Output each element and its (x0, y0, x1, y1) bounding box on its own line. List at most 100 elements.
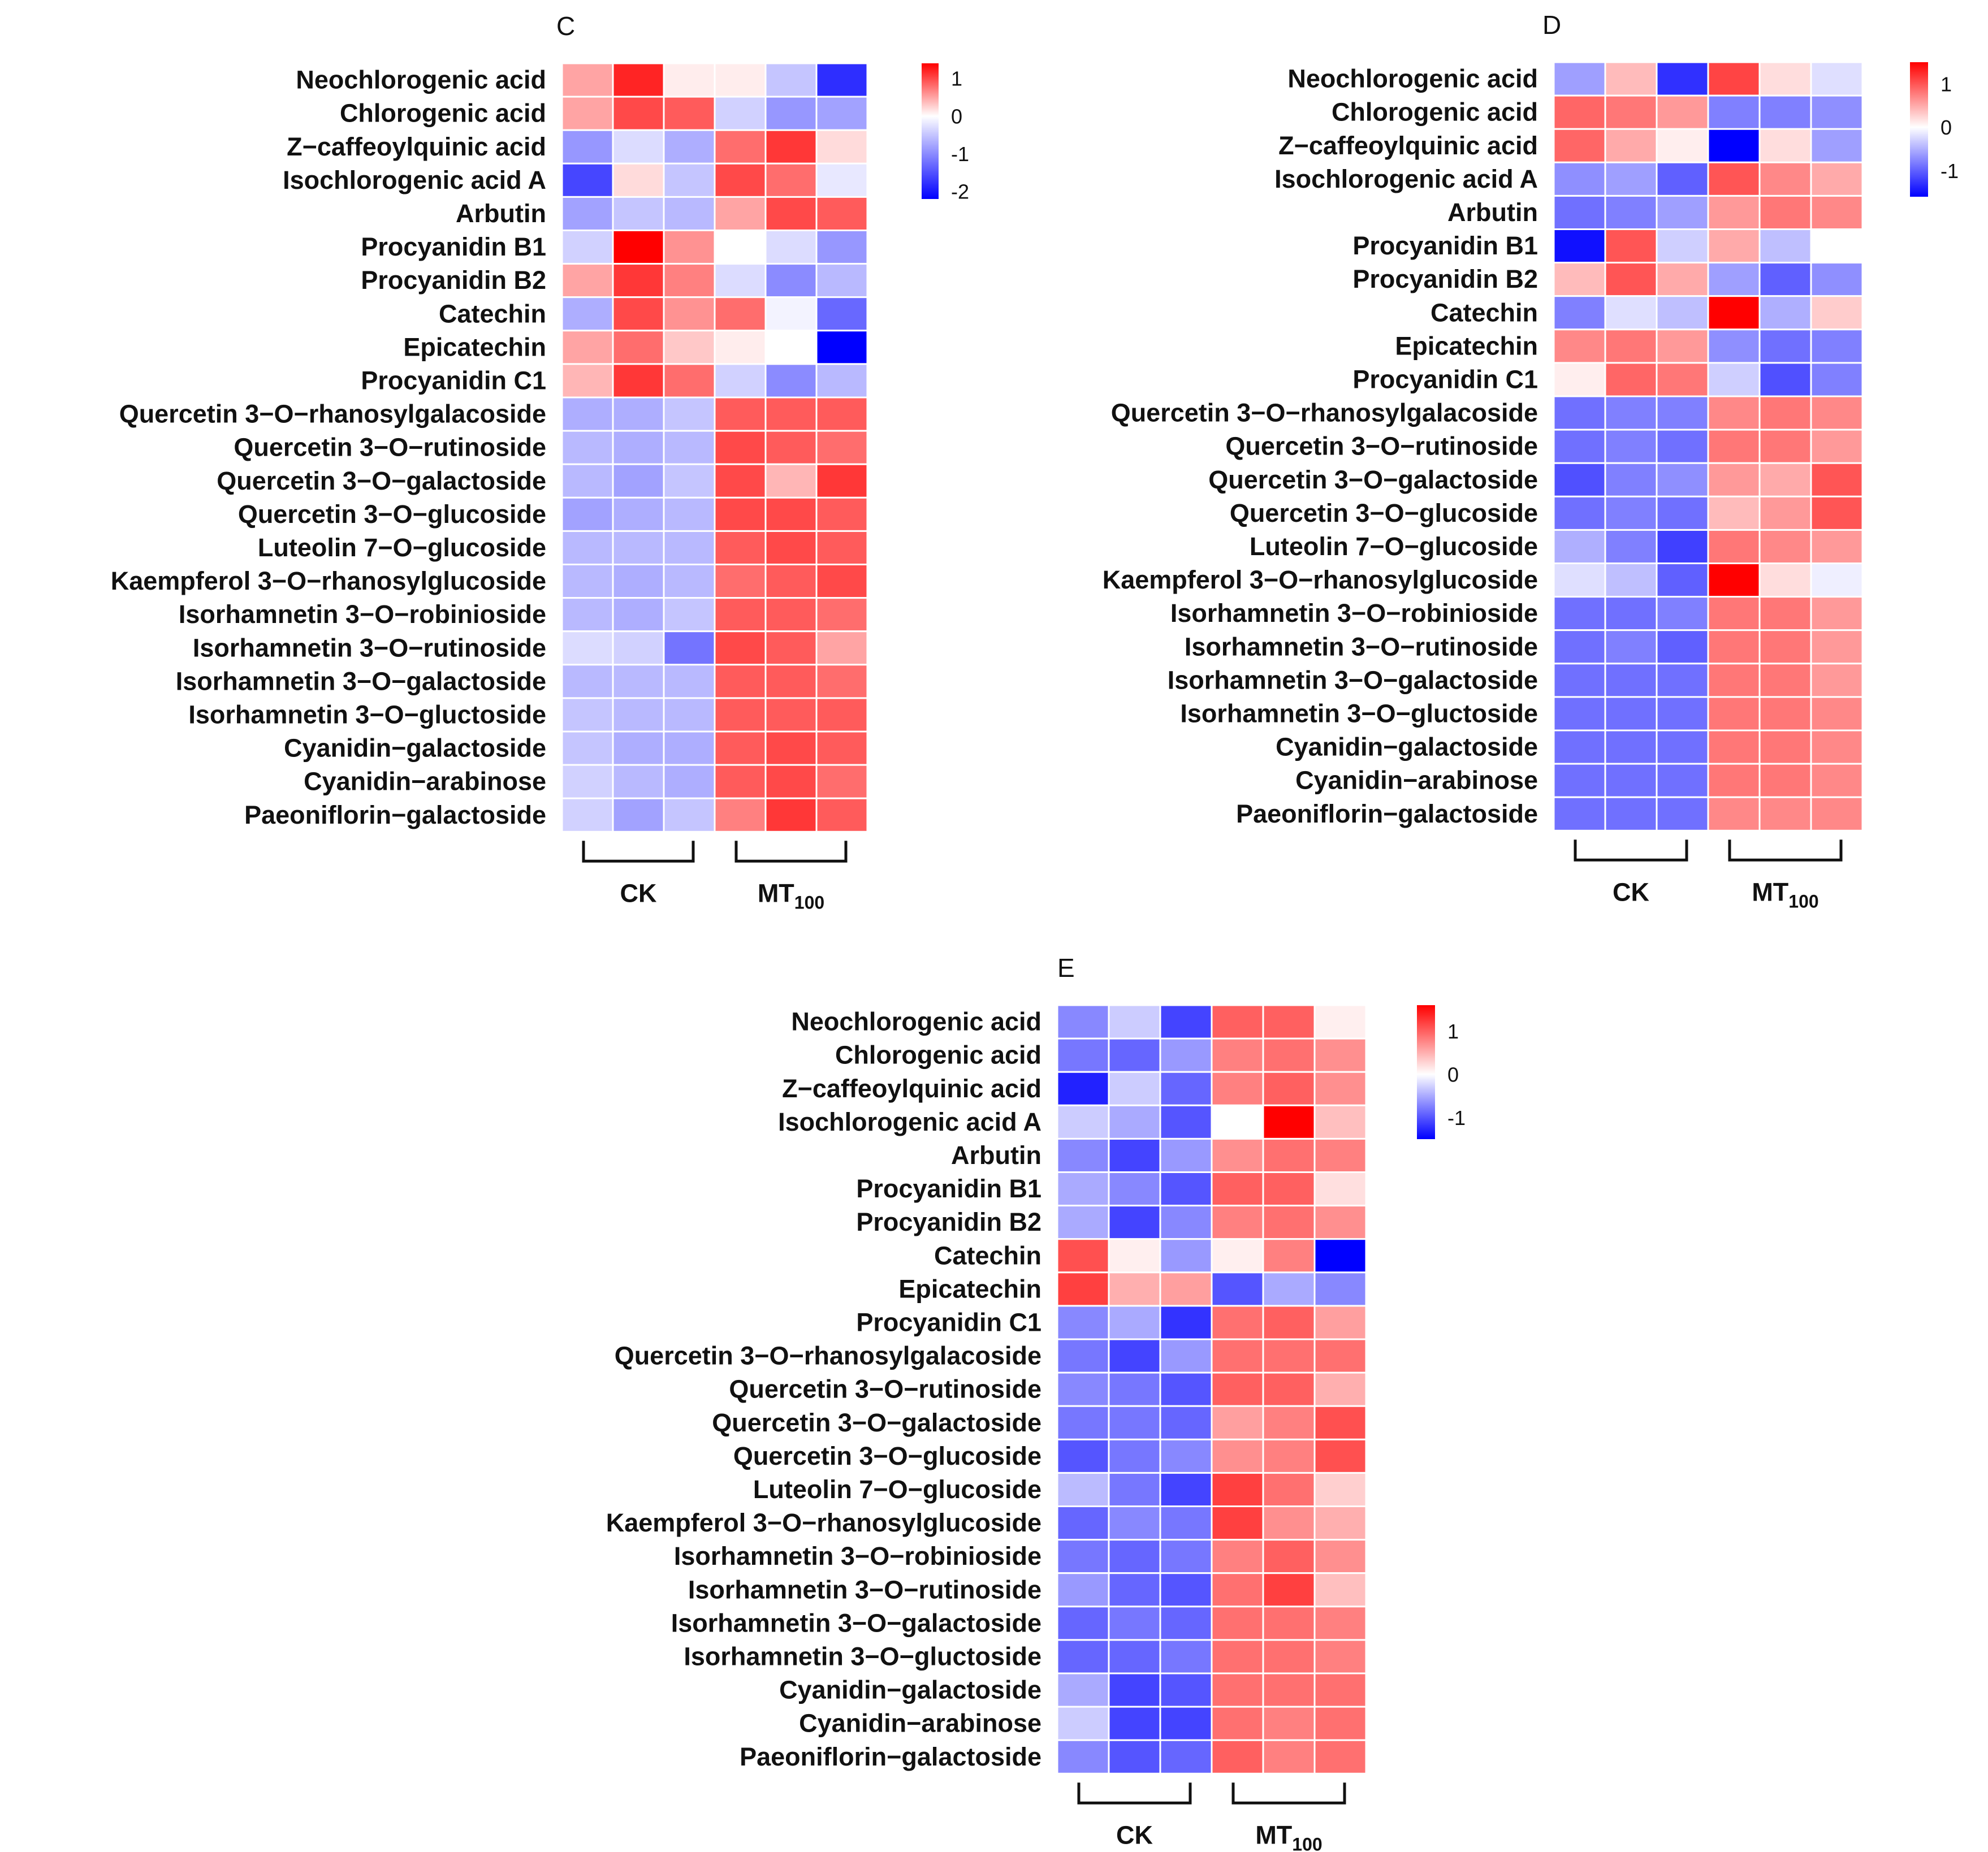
heatmap-cell (612, 496, 665, 532)
legend-tick-label: 1 (1447, 1020, 1459, 1043)
heatmap-cell (1810, 328, 1864, 364)
heatmap-cell (1758, 462, 1812, 497)
row-label: Z−caffeoylquinic acid (782, 1074, 1041, 1103)
heatmap-cell (612, 430, 665, 465)
heatmap-cell (1656, 629, 1709, 665)
heatmap-cell (1553, 462, 1606, 497)
heatmap-cell (1656, 729, 1709, 765)
legend-tick-label: 1 (1941, 72, 1952, 96)
heatmap-cell (1108, 1505, 1161, 1541)
row-label: Arbutin (951, 1141, 1041, 1170)
heatmap-cell (1211, 1472, 1264, 1507)
row-label: Isochlorogenic acid A (283, 166, 546, 194)
heatmap-cell (1108, 1071, 1161, 1106)
heatmap-cell (1159, 1438, 1213, 1474)
panel-letter: E (1057, 953, 1075, 983)
heatmap-cell (764, 396, 818, 432)
heatmap-cell (561, 496, 614, 532)
heatmap-cell (1108, 1371, 1161, 1407)
heatmap-cell (1656, 362, 1709, 397)
heatmap-cell (1313, 1706, 1367, 1741)
heatmap-cell (1604, 228, 1658, 264)
heatmap-cell (1262, 1171, 1316, 1207)
row-label: Procyanidin C1 (856, 1308, 1041, 1336)
heatmap-cell (815, 564, 868, 599)
heatmap-cell (561, 363, 614, 399)
heatmap-cell (1553, 61, 1606, 97)
heatmap-cell (1758, 228, 1812, 264)
row-label: Paeoniflorin−galactoside (740, 1742, 1041, 1771)
heatmap-cell (612, 730, 665, 766)
heatmap-cell (1604, 763, 1658, 798)
heatmap-cell (612, 263, 665, 298)
heatmap-cell (1211, 1405, 1264, 1440)
heatmap-cell (1056, 1639, 1110, 1674)
heatmap-cell (1313, 1305, 1367, 1340)
row-label: Epicatechin (898, 1274, 1041, 1303)
heatmap-cell (1262, 1639, 1316, 1674)
heatmap-cell (815, 296, 868, 332)
heatmap-cell (663, 630, 716, 666)
heatmap-cell (1604, 729, 1658, 765)
row-label: Paeoniflorin−galactoside (244, 800, 546, 829)
row-label: Arbutin (456, 199, 546, 228)
heatmap-cell (1656, 562, 1709, 598)
heatmap-cell (764, 162, 818, 198)
color-legend-bar (1910, 62, 1928, 197)
heatmap-cell (1108, 1672, 1161, 1708)
heatmap-cell (663, 697, 716, 733)
heatmap-cell (1313, 1405, 1367, 1440)
heatmap-cell (1211, 1606, 1264, 1641)
heatmap-cell (1656, 295, 1709, 331)
heatmap-cell (1108, 1539, 1161, 1574)
heatmap-cell (764, 463, 818, 499)
heatmap-cell (1262, 1505, 1316, 1541)
heatmap-cell (1056, 1472, 1110, 1507)
heatmap-cell (1211, 1171, 1264, 1207)
heatmap-cell (1262, 1305, 1316, 1340)
heatmap-cell (1656, 61, 1709, 97)
row-label: Procyanidin B2 (856, 1208, 1041, 1236)
heatmap-cell (1758, 763, 1812, 798)
row-label: Isorhamnetin 3−O−gluctoside (684, 1642, 1041, 1671)
heatmap-cell (1810, 295, 1864, 331)
row-label: Chlorogenic acid (1332, 98, 1538, 127)
group-bracket (734, 841, 848, 863)
panel-letter: D (1542, 10, 1561, 40)
heatmap-cell (1313, 1171, 1367, 1207)
heatmap-cell (1656, 796, 1709, 832)
heatmap-panel-e: E Neochlorogenic acid Chlorogenic acid Z−ca… (606, 953, 1466, 1852)
row-label: Quercetin 3−O−glucoside (733, 1442, 1041, 1470)
heatmap-cell (1758, 562, 1812, 598)
heatmap-cell (1056, 1405, 1110, 1440)
heatmap-cell (1758, 729, 1812, 765)
heatmap-cell (1810, 395, 1864, 431)
heatmap-cell (561, 564, 614, 599)
heatmap-cell (1656, 128, 1709, 163)
row-label: Neochlorogenic acid (791, 1007, 1041, 1036)
heatmap-cell (1810, 161, 1864, 197)
heatmap-cell (714, 263, 767, 298)
heatmap-cell (612, 597, 665, 633)
heatmap-cell (1108, 1238, 1161, 1274)
heatmap-cell (1758, 161, 1812, 197)
heatmap-cell (663, 96, 716, 131)
heatmap-cell (1707, 796, 1761, 832)
heatmap-cell (1758, 663, 1812, 698)
row-label: Isorhamnetin 3−O−robinioside (674, 1542, 1041, 1570)
legend-tick-label: 0 (1447, 1063, 1459, 1086)
heatmap-cell (1262, 1739, 1316, 1775)
heatmap-cell (714, 363, 767, 399)
row-label: Cyanidin−galactoside (779, 1676, 1041, 1704)
heatmap-cell (815, 196, 868, 231)
row-label: Procyanidin B1 (1352, 231, 1538, 260)
row-label: Procyanidin C1 (361, 366, 546, 395)
heatmap-cell (1810, 763, 1864, 798)
heatmap-cell (612, 396, 665, 432)
heatmap-cell (1604, 629, 1658, 665)
heatmap-cell (815, 162, 868, 198)
heatmap-cell (1810, 61, 1864, 97)
row-label: Paeoniflorin−galactoside (1236, 799, 1538, 828)
heatmap-cell (1604, 596, 1658, 631)
heatmap-cell (714, 62, 767, 98)
